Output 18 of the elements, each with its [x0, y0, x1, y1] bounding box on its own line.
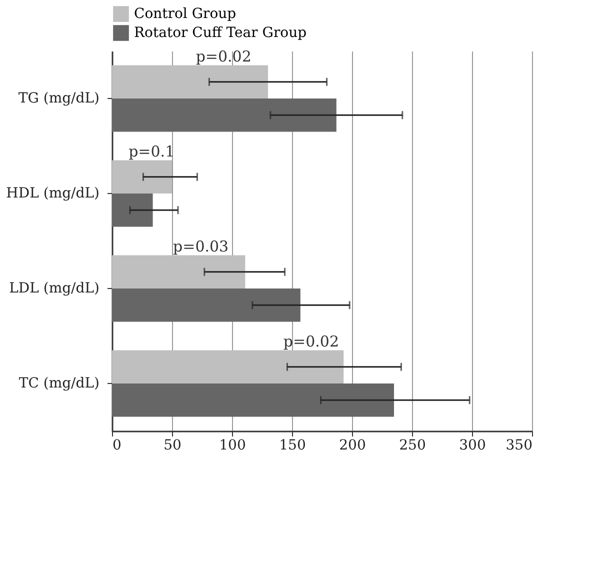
x-tick-label: 100 [219, 438, 246, 454]
x-tick-label: 300 [459, 438, 486, 454]
x-tick-label: 0 [112, 438, 122, 454]
y-tick-label: LDL (mg/dL) [9, 280, 100, 296]
annotation: p=0.03 [173, 238, 229, 256]
x-tick-label: 250 [399, 438, 426, 454]
y-tick-label: TG (mg/dL) [18, 90, 100, 106]
x-tick-label: 50 [164, 438, 182, 454]
y-tick-label: TC (mg/dL) [18, 376, 100, 392]
x-tick-label: 150 [279, 438, 306, 454]
annotation: p=0.02 [196, 48, 252, 66]
legend-label: Control Group [134, 6, 236, 22]
annotation: p=0.02 [283, 332, 339, 350]
x-tick-label: 200 [339, 438, 366, 454]
x-tick-label: 350 [506, 438, 532, 454]
y-tick-label: HDL (mg/dL) [6, 186, 100, 202]
legend-label: Rotator Cuff Tear Group [134, 25, 307, 41]
annotation: p=0.1 [128, 142, 175, 160]
